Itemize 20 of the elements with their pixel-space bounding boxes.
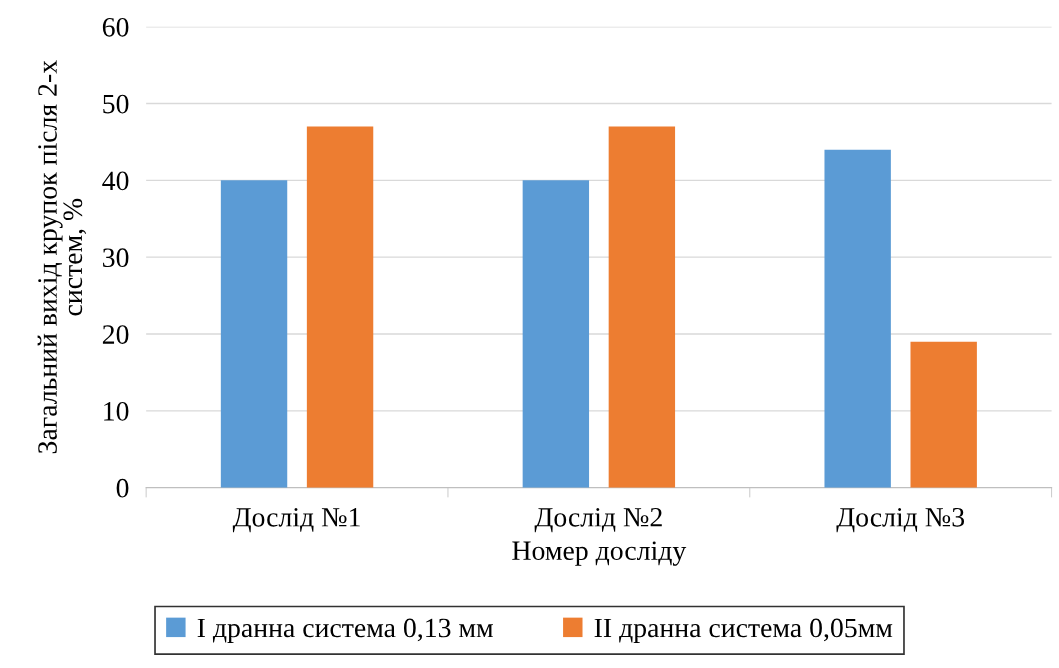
legend-label: ІІ дранна система 0,05мм	[594, 618, 893, 643]
y-axis-title: Загальний вихід крупок після 2-х систем, %	[37, 60, 87, 454]
bar	[824, 149, 891, 488]
bar	[910, 341, 977, 488]
bar	[608, 126, 676, 488]
x-tick-label: Дослід №2	[534, 507, 662, 533]
y-tick-label: 30	[103, 248, 129, 268]
y-tick-label: 20	[102, 325, 129, 344]
bar	[306, 126, 374, 488]
x-tick-label: Дослід №3	[836, 507, 965, 533]
y-tick-label: 0	[116, 478, 129, 498]
legend-label: І дранна система 0,13 мм	[197, 618, 493, 643]
y-tick-label: 10	[104, 401, 129, 421]
y-tick-label: 60	[102, 17, 129, 37]
y-tick-label: 50	[103, 94, 129, 114]
x-axis-title: Номер досліду	[512, 541, 687, 566]
bar	[522, 180, 590, 488]
bar	[220, 180, 288, 488]
x-tick-label: Дослід №1	[232, 507, 360, 533]
y-tick-label: 40	[102, 171, 129, 191]
